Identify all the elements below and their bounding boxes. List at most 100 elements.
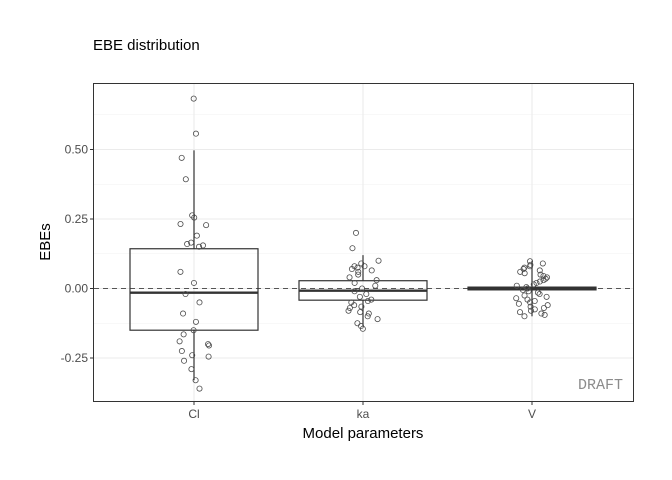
point-Cl-27 [181, 357, 188, 364]
point-Cl-17 [180, 310, 187, 317]
point-Cl-1 [192, 130, 199, 137]
point-V-1 [539, 260, 546, 267]
point-ka-12 [373, 277, 380, 284]
point-Cl-24 [178, 348, 185, 355]
y-axis-title: EBEs [37, 223, 54, 261]
box-Cl [129, 248, 259, 331]
point-V-8 [521, 270, 528, 277]
point-V-24 [521, 292, 528, 299]
point-layer [176, 95, 551, 392]
point-Cl-0 [190, 95, 197, 102]
point-ka-5 [361, 263, 368, 270]
point-ka-26 [357, 309, 364, 316]
point-V-32 [527, 303, 534, 310]
point-V-25 [543, 293, 550, 300]
y-axis-ticks: -0.25 0.00 0.25 0.50 [61, 143, 94, 365]
point-ka-20 [364, 298, 371, 305]
point-V-38 [541, 311, 548, 318]
x-tick-label-V: V [528, 407, 536, 421]
point-Cl-9 [188, 239, 195, 246]
point-Cl-11 [200, 242, 207, 249]
point-V-37 [538, 310, 545, 317]
point-ka-2 [375, 257, 382, 264]
point-ka-9 [355, 268, 362, 275]
point-ka-18 [356, 293, 363, 300]
point-V-16 [530, 281, 537, 288]
point-ka-0 [352, 229, 359, 236]
point-ka-15 [359, 285, 366, 292]
point-V-31 [544, 302, 551, 309]
point-V-21 [525, 288, 532, 295]
point-V-23 [536, 291, 543, 298]
point-Cl-5 [191, 214, 198, 221]
point-ka-23 [358, 303, 365, 310]
point-Cl-16 [196, 299, 203, 306]
point-ka-11 [346, 274, 353, 281]
y-tick-label-1: 0.00 [65, 282, 89, 296]
point-ka-13 [351, 279, 358, 286]
point-Cl-21 [176, 338, 183, 345]
x-axis-ticks: Cl ka V [188, 401, 536, 421]
point-Cl-26 [205, 353, 212, 360]
y-tick-label-3: 0.50 [65, 143, 89, 157]
x-tick-label-ka: ka [357, 407, 370, 421]
point-V-20 [519, 286, 526, 293]
point-ka-8 [368, 267, 375, 274]
point-V-6 [536, 267, 543, 274]
y-tick-label-2: 0.25 [65, 212, 89, 226]
point-ka-25 [345, 307, 352, 314]
point-ka-10 [355, 271, 362, 278]
point-ka-29 [374, 316, 381, 323]
point-V-33 [540, 304, 547, 311]
point-Cl-22 [205, 341, 212, 348]
box-layer [129, 150, 597, 381]
point-Cl-10 [184, 241, 191, 248]
point-Cl-13 [177, 268, 184, 275]
y-tick-label-0: -0.25 [61, 351, 89, 365]
point-ka-32 [359, 325, 366, 332]
point-Cl-25 [189, 352, 196, 359]
point-ka-7 [348, 266, 355, 273]
point-V-7 [517, 268, 524, 275]
x-tick-label-Cl: Cl [188, 407, 199, 421]
point-Cl-20 [180, 331, 187, 338]
point-ka-6 [354, 264, 361, 271]
point-V-13 [540, 277, 547, 284]
point-V-26 [513, 295, 520, 302]
point-V-22 [534, 289, 541, 296]
point-Cl-7 [203, 222, 210, 229]
point-V-34 [531, 306, 538, 313]
point-Cl-3 [182, 176, 189, 183]
point-V-35 [528, 307, 535, 314]
point-Cl-29 [192, 377, 199, 384]
point-ka-17 [363, 291, 370, 298]
point-Cl-18 [192, 318, 199, 325]
point-ka-28 [364, 313, 371, 320]
point-V-39 [521, 313, 528, 320]
point-Cl-23 [206, 342, 213, 349]
point-V-29 [527, 299, 534, 306]
point-V-3 [527, 263, 534, 270]
point-Cl-19 [190, 327, 197, 334]
point-Cl-12 [196, 243, 203, 250]
point-V-17 [513, 282, 520, 289]
point-ka-24 [346, 304, 353, 311]
point-Cl-6 [177, 221, 184, 228]
point-ka-1 [349, 245, 356, 252]
point-ka-19 [368, 296, 375, 303]
draft-watermark: DRAFT [578, 377, 623, 394]
chart-title: EBE distribution [93, 37, 200, 54]
point-Cl-14 [190, 279, 197, 286]
point-Cl-30 [196, 385, 203, 392]
point-V-36 [517, 309, 524, 316]
point-V-9 [537, 271, 544, 278]
point-V-14 [536, 278, 543, 285]
point-Cl-8 [193, 232, 200, 239]
point-Cl-2 [178, 154, 185, 161]
point-ka-27 [365, 310, 372, 317]
point-ka-16 [351, 288, 358, 295]
point-Cl-15 [182, 291, 189, 298]
point-V-30 [515, 300, 522, 307]
point-ka-22 [351, 302, 358, 309]
